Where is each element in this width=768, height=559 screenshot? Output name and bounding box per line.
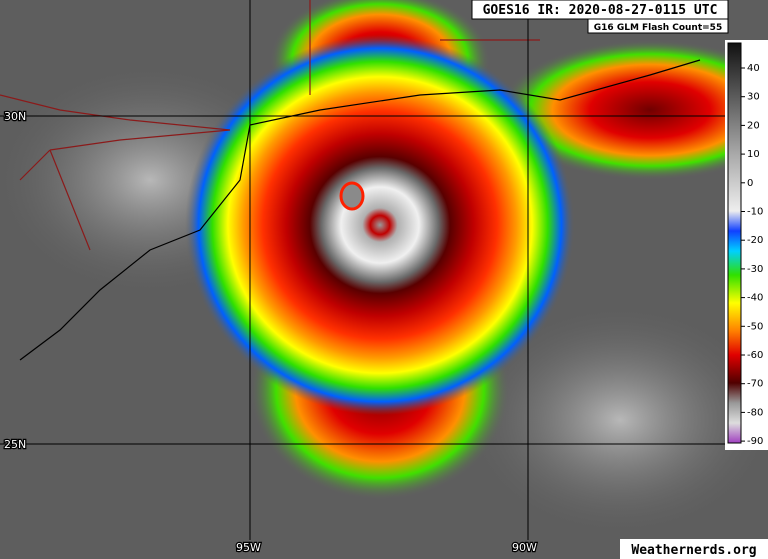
colorbar-label: -70 bbox=[747, 379, 763, 390]
subtitle-box bbox=[587, 18, 729, 34]
cloud bbox=[460, 300, 768, 540]
colorbar-label: 30 bbox=[747, 92, 760, 103]
colorbar-label: -20 bbox=[747, 235, 763, 246]
roads bbox=[0, 0, 540, 251]
colorbar-label: -50 bbox=[747, 321, 763, 332]
watermark-box bbox=[620, 539, 768, 559]
colorbar-label: -90 bbox=[747, 436, 763, 447]
lat-label: 30N bbox=[4, 110, 26, 123]
colorbar-label: -60 bbox=[747, 350, 763, 361]
colorbar-label: -40 bbox=[747, 293, 763, 304]
subtitle: G16 GLM Flash Count=55 bbox=[594, 23, 722, 33]
colorbar bbox=[727, 42, 742, 444]
colorbar-label: 10 bbox=[747, 149, 760, 160]
colorbar-label: -80 bbox=[747, 407, 763, 418]
hurricane bbox=[185, 35, 575, 415]
lon-label: 95W bbox=[236, 541, 261, 554]
cloud-band bbox=[500, 40, 768, 180]
lat-label: 25N bbox=[4, 438, 26, 451]
colorbar-label: 20 bbox=[747, 120, 760, 131]
watermark: Weathernerds.org bbox=[631, 543, 756, 558]
eye bbox=[339, 181, 365, 211]
colorbar-label: -30 bbox=[747, 264, 763, 275]
title: GOES16 IR: 2020-08-27-0115 UTC bbox=[483, 3, 718, 18]
colorbar-label: 0 bbox=[747, 178, 753, 189]
lon-label: 90W bbox=[512, 541, 537, 554]
coastline bbox=[19, 59, 701, 361]
colorbar-label: 40 bbox=[747, 63, 760, 74]
colorbar-label: -10 bbox=[747, 207, 763, 218]
